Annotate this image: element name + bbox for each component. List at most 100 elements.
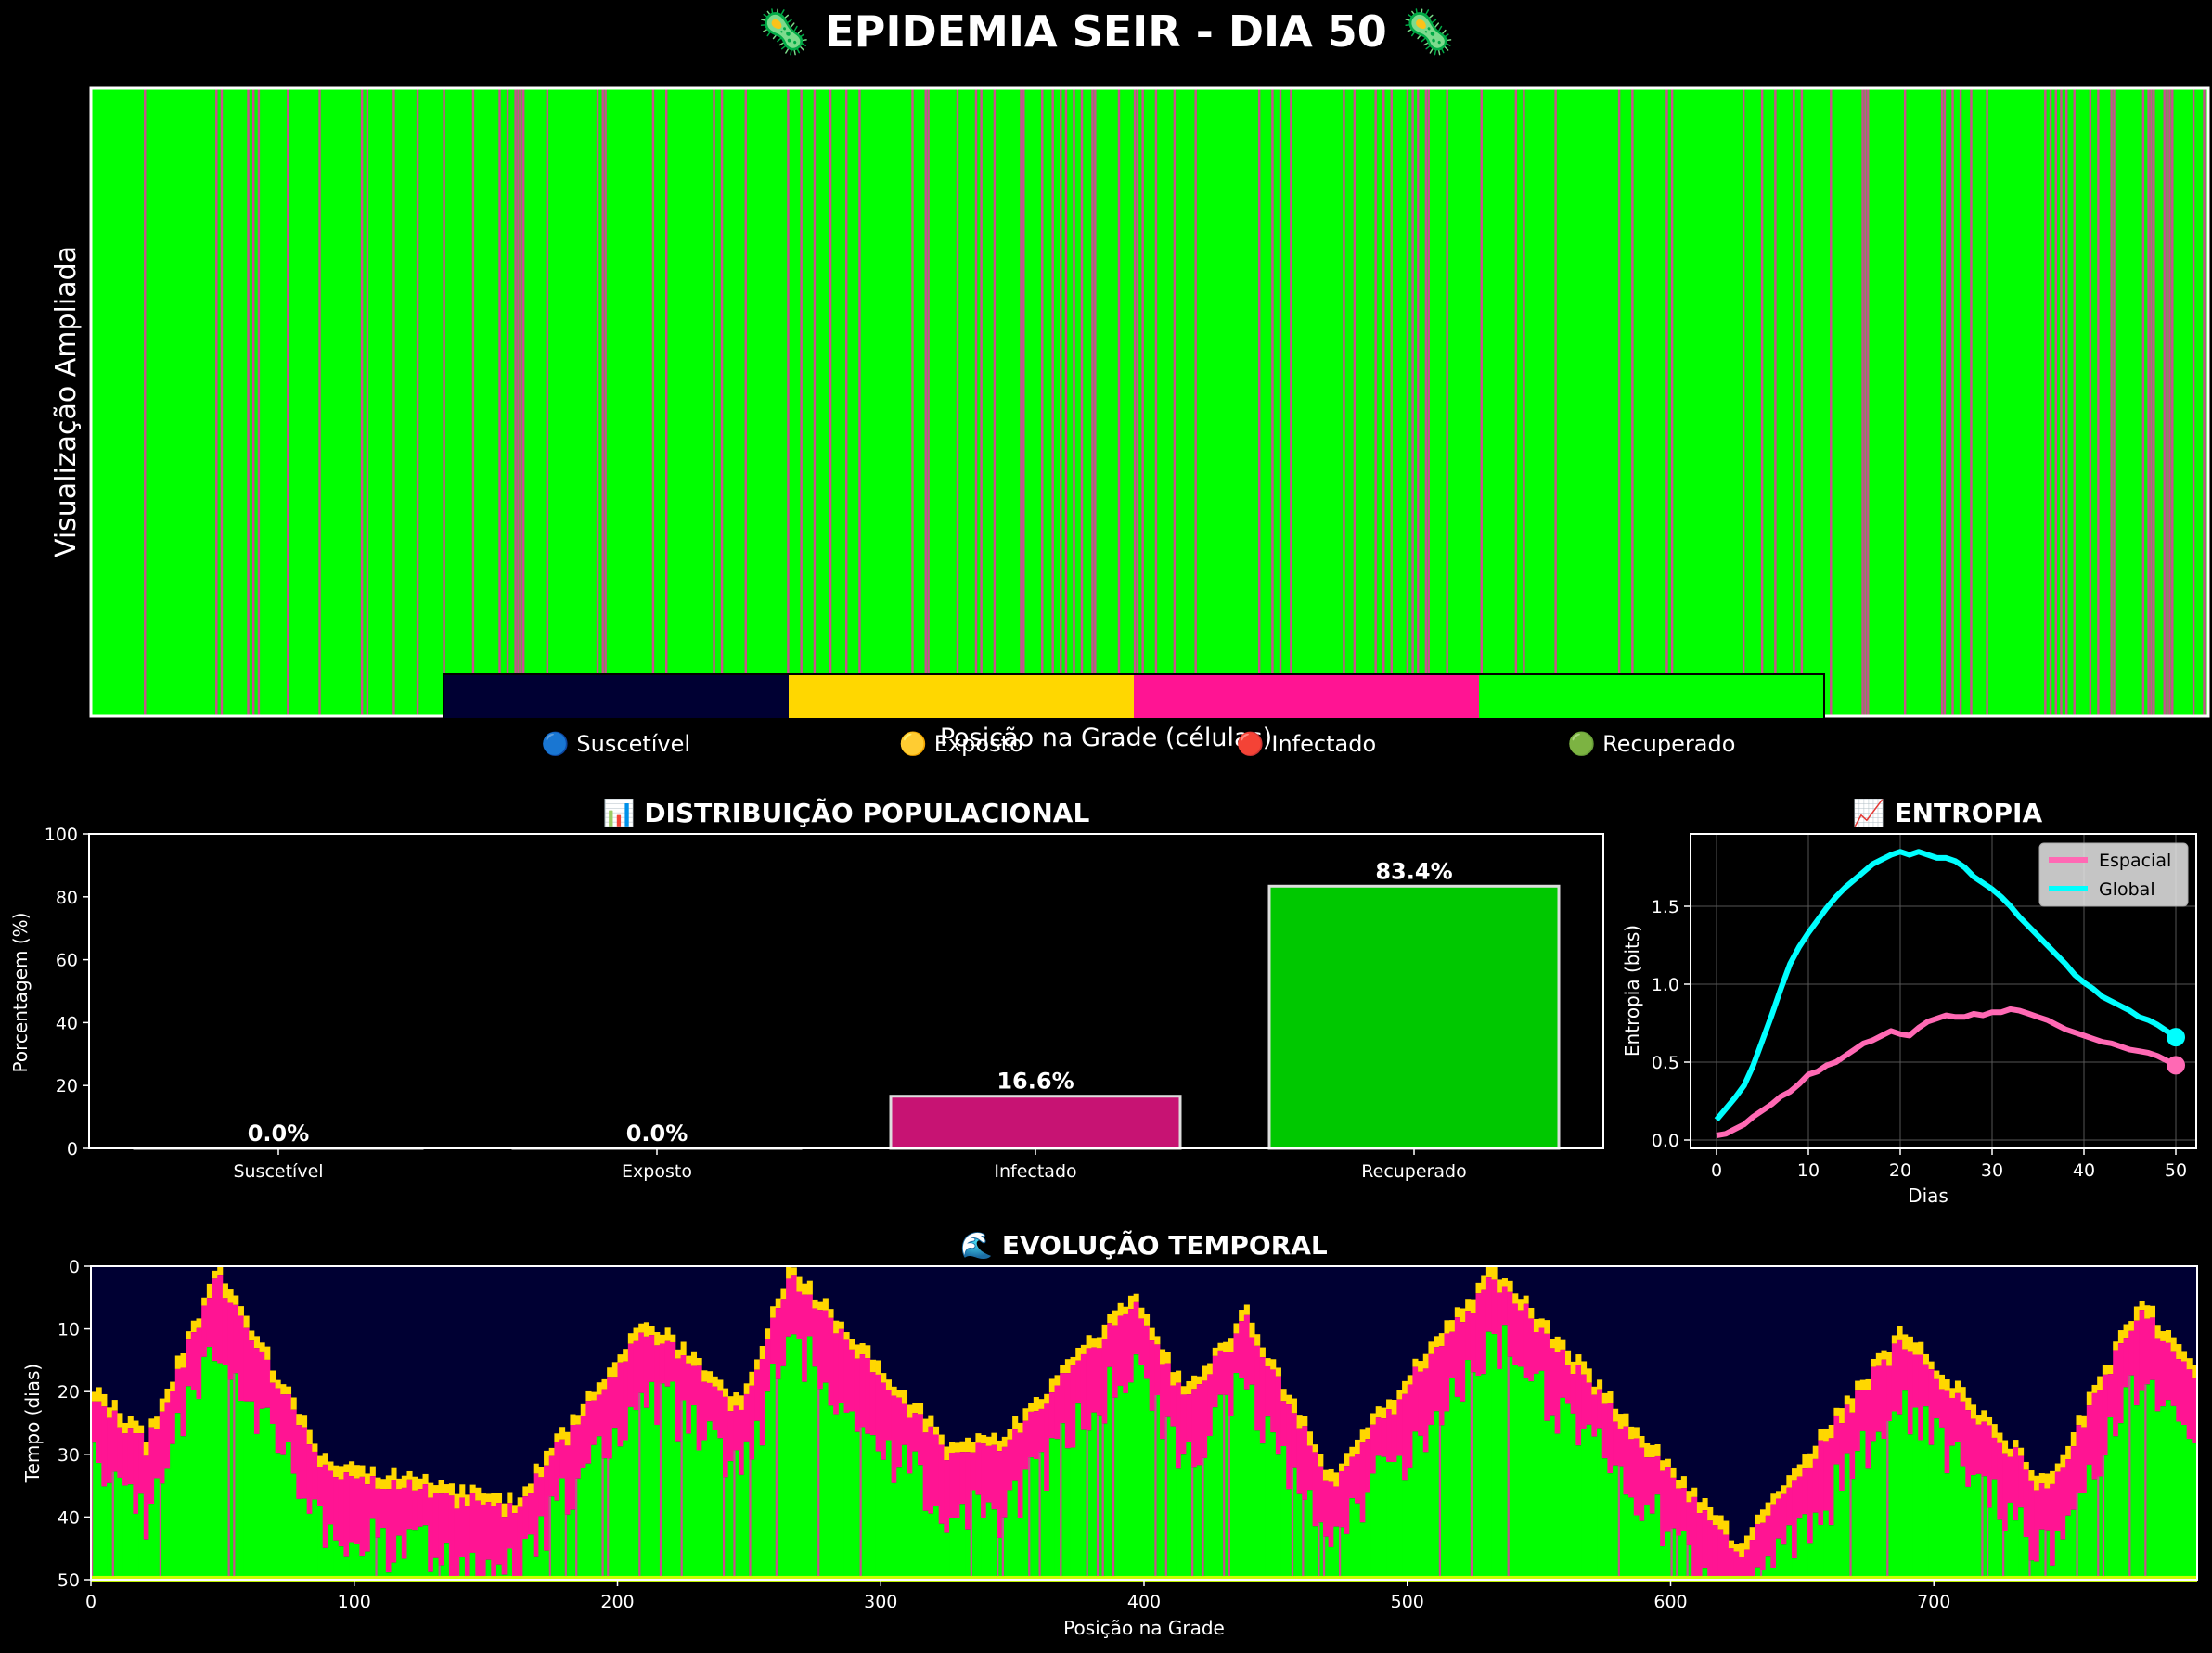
- evolution-exposed-cell: [554, 1433, 560, 1442]
- evolution-infected-cell: [1322, 1480, 1330, 1537]
- evolution-exposed-cell: [438, 1480, 444, 1494]
- evolution-recovered-cell: [1918, 1440, 1924, 1580]
- evolution-exposed-cell: [1028, 1403, 1035, 1412]
- evolution-infected-cell: [991, 1444, 997, 1510]
- evolution-recovered-cell: [1454, 1396, 1460, 1580]
- evolution-exposed-cell: [417, 1478, 423, 1490]
- evolution-recovered-cell: [670, 1381, 676, 1580]
- evolution-recovered-cell: [101, 1486, 108, 1580]
- evolution-infected-streak: [1617, 1466, 1620, 1580]
- evolution-infected-cell: [1891, 1343, 1897, 1412]
- evolution-recovered-cell: [222, 1365, 228, 1580]
- evolution-infected-cell: [907, 1417, 913, 1474]
- evolution-exposed-cell: [559, 1427, 566, 1440]
- evolution-infected-cell: [1586, 1382, 1592, 1425]
- evolution-recovered-cell: [302, 1498, 308, 1580]
- evolution-infected-streak: [1154, 1395, 1157, 1580]
- evolution-recovered-cell: [1007, 1490, 1013, 1580]
- evolution-exposed-cell: [896, 1390, 903, 1398]
- evolution-recovered-cell: [1565, 1403, 1572, 1580]
- grid-cell-infected: [1091, 88, 1094, 716]
- evolution-infected-cell: [812, 1308, 818, 1367]
- evolution-exposed-cell: [875, 1360, 881, 1375]
- evolution-exposed-cell: [780, 1288, 787, 1300]
- grid-cell-infected: [956, 88, 959, 716]
- evolution-infected-cell: [448, 1495, 455, 1580]
- evolution-recovered-cell: [1501, 1325, 1508, 1580]
- evolution-infected-cell: [111, 1410, 118, 1472]
- evolution-exposed-cell: [1507, 1280, 1513, 1292]
- evolution-infected-streak: [680, 1400, 683, 1580]
- evolution-recovered-cell: [1507, 1356, 1513, 1580]
- evolution-exposed-cell: [328, 1461, 334, 1471]
- evolution-recovered-cell: [849, 1411, 855, 1580]
- evolution-infected-cell: [1302, 1426, 1308, 1500]
- evolution-ytick-label: 0: [69, 1257, 80, 1277]
- evolution-exposed-cell: [2097, 1376, 2103, 1390]
- evolution-recovered-cell: [2028, 1560, 2035, 1580]
- evolution-exposed-cell: [1839, 1408, 1845, 1424]
- evolution-infected-cell: [1386, 1409, 1393, 1462]
- evolution-recovered-cell: [949, 1518, 956, 1580]
- evolution-infected-cell: [575, 1424, 582, 1479]
- evolution-exposed-cell: [196, 1318, 202, 1328]
- evolution-recovered-cell: [938, 1523, 945, 1580]
- evolution-exposed-cell: [222, 1283, 228, 1299]
- legend-label: 🔴 Infectado: [1237, 731, 1376, 757]
- evolution-exposed-cell: [649, 1326, 655, 1336]
- evolution-exposed-cell: [1302, 1416, 1308, 1427]
- evolution-exposed-cell: [1623, 1413, 1629, 1427]
- grid-cell-infected: [813, 88, 817, 716]
- evolution-exposed-cell: [1381, 1407, 1387, 1419]
- evolution-infected-cell: [1212, 1355, 1218, 1408]
- evolution-recovered-cell: [806, 1336, 813, 1580]
- evolution-exposed-cell: [1333, 1472, 1340, 1487]
- evolution-exposed-cell: [1096, 1337, 1102, 1349]
- evolution-infected-streak: [575, 1478, 578, 1580]
- evolution-infected-streak: [548, 1496, 551, 1580]
- evolution-infected-cell: [1770, 1504, 1777, 1568]
- evolution-recovered-cell: [1196, 1465, 1202, 1580]
- evolution-infected-cell: [849, 1349, 855, 1412]
- evolution-exposed-cell: [1970, 1404, 1977, 1419]
- evolution-infected-cell: [759, 1359, 765, 1446]
- evolution-recovered-cell: [2081, 1493, 2088, 1580]
- evolution-infected-cell: [428, 1497, 434, 1572]
- grid-cell-infected: [924, 88, 927, 716]
- evolution-recovered-cell: [617, 1446, 624, 1580]
- evolution-exposed-cell: [1628, 1426, 1635, 1440]
- evolution-recovered-cell: [127, 1484, 134, 1580]
- evolution-exposed-cell: [1934, 1370, 1940, 1379]
- evolution-infected-cell: [2097, 1390, 2103, 1477]
- evolution-exposed-cell: [1613, 1408, 1619, 1422]
- evolution-recovered-cell: [1891, 1411, 1897, 1580]
- evolution-recovered-cell: [1207, 1435, 1214, 1580]
- evolution-infected-cell: [1712, 1525, 1718, 1580]
- evolution-exposed-cell: [2133, 1306, 2140, 1321]
- evolution-infected-cell: [1570, 1374, 1576, 1414]
- evolution-recovered-cell: [601, 1458, 608, 1580]
- evolution-infected-cell: [1918, 1354, 1924, 1441]
- evolution-exposed-cell: [396, 1478, 403, 1490]
- evolution-exposed-cell: [1355, 1439, 1361, 1454]
- evolution-exposed-cell: [1749, 1527, 1755, 1541]
- evolution-recovered-cell: [1755, 1567, 1761, 1580]
- evolution-exposed-cell: [617, 1354, 624, 1363]
- evolution-exposed-cell: [1481, 1275, 1487, 1290]
- evolution-recovered-cell: [2007, 1502, 2013, 1580]
- evolution-infected-cell: [1123, 1313, 1129, 1393]
- grid-cell-infected: [2113, 88, 2116, 716]
- evolution-exposed-cell: [469, 1484, 476, 1493]
- evolution-infected-cell: [212, 1278, 218, 1362]
- evolution-exposed-cell: [2076, 1415, 2082, 1426]
- evolution-infected-cell: [1228, 1352, 1234, 1416]
- evolution-recovered-cell: [1280, 1445, 1287, 1580]
- evolution-recovered-cell: [1286, 1489, 1292, 1580]
- evolution-infected-cell: [459, 1497, 466, 1558]
- evolution-exposed-cell: [1691, 1487, 1698, 1497]
- evolution-exposed-cell: [838, 1321, 844, 1329]
- evolution-recovered-cell: [881, 1459, 887, 1580]
- evolution-exposed-cell: [749, 1371, 755, 1386]
- evolution-infected-cell: [143, 1455, 149, 1540]
- evolution-content: 0 100 200 300 400 500 600 700 0 10 20 30 40 50: [58, 1257, 2198, 1612]
